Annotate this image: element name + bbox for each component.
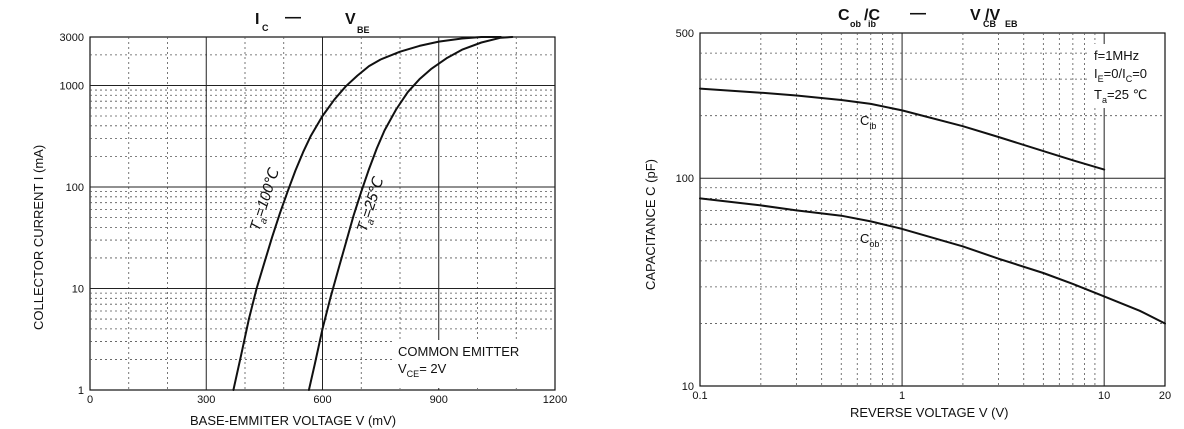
left-x-axis-label: BASE-EMMITER VOLTAGE V (mV) — [190, 413, 396, 428]
l-series-line-1 — [307, 36, 514, 391]
left-title-dash: — — [285, 9, 301, 26]
l-y-tick-label: 3000 — [60, 32, 84, 44]
left-title: I C — V BE — [255, 9, 370, 35]
right-x-ticks: 0.1 1 10 20 — [692, 390, 1171, 402]
r-x-tick-label: 1 — [899, 390, 905, 402]
r-x-tick-label: 20 — [1159, 390, 1171, 402]
right-grid — [700, 33, 1165, 386]
l-x-tick-label: 600 — [313, 394, 331, 406]
right-chart: C ob /C ib — V CB /V EB 0.1 1 10 20 10 100 50… — [643, 5, 1171, 420]
left-annotation-line1: COMMON EMITTER — [398, 344, 519, 359]
right-annotation-temp: Ta=25 ℃ — [1094, 87, 1147, 105]
right-title-c-sub2: ib — [868, 19, 877, 29]
left-y-axis-label: COLLECTOR CURRENT I (mA) — [31, 145, 46, 330]
left-annotation: COMMON EMITTER VCE= 2V — [392, 340, 554, 388]
right-title-c: C — [838, 7, 850, 24]
left-series — [232, 36, 514, 391]
r-x-tick-label: 10 — [1098, 390, 1110, 402]
right-annotation-bias: IE=0/IC=0 — [1094, 66, 1147, 84]
left-annotation-line2: VCE= 2V — [398, 361, 447, 379]
l-x-tick-label: 1200 — [543, 394, 567, 406]
right-title-v: V — [970, 7, 981, 24]
l-series-line-0 — [232, 36, 502, 391]
right-curve-label-cib: Cib — [860, 113, 876, 131]
left-x-ticks: 0 300 600 900 1200 — [87, 394, 567, 406]
right-title: C ob /C ib — V CB /V EB — [838, 5, 1018, 29]
right-annotation-freq: f=1MHz — [1094, 48, 1139, 63]
l-x-tick-label: 300 — [197, 394, 215, 406]
left-title-ic-sub: C — [262, 23, 269, 33]
l-y-tick-label: 100 — [66, 182, 84, 194]
right-title-v-sub2: EB — [1005, 19, 1018, 29]
right-title-c-mid: /C — [864, 7, 880, 24]
left-grid — [90, 37, 555, 390]
r-y-tick-label: 100 — [676, 173, 694, 185]
left-title-ic: I — [255, 11, 259, 28]
right-y-axis-label: CAPACITANCE C (pF) — [643, 159, 658, 290]
l-y-tick-label: 1000 — [60, 80, 84, 92]
left-curve-label-100: Ta=100℃ — [247, 166, 286, 234]
right-title-v-sub: CB — [983, 19, 996, 29]
right-annotation: f=1MHz IE=0/IC=0 Ta=25 ℃ — [1088, 44, 1162, 108]
l-x-tick-label: 0 — [87, 394, 93, 406]
right-series — [699, 87, 1166, 325]
l-x-tick-label: 900 — [430, 394, 448, 406]
right-y-ticks: 10 100 500 — [676, 28, 694, 393]
r-x-tick-label: 0.1 — [692, 390, 707, 402]
right-x-axis-label: REVERSE VOLTAGE V (V) — [850, 405, 1008, 420]
r-series-line-1 — [699, 197, 1166, 325]
left-chart: I C — V BE 0 300 600 900 1200 1 10 100 1000 3000… — [31, 9, 567, 428]
right-curve-label-cob: Cob — [860, 231, 879, 249]
r-y-tick-label: 500 — [676, 28, 694, 40]
left-title-vbe: V — [345, 11, 356, 28]
right-plot-frame — [699, 32, 1166, 387]
right-title-dash: — — [910, 5, 926, 22]
r-y-tick-label: 10 — [682, 381, 694, 393]
r-series-line-0 — [699, 87, 1106, 171]
left-curve-label-25: Ta=25℃ — [354, 175, 391, 236]
left-y-ticks: 1 10 100 1000 3000 — [60, 32, 84, 397]
left-title-vbe-sub: BE — [357, 25, 370, 35]
right-title-c-sub: ob — [850, 19, 861, 29]
right-title-v-mid: /V — [985, 7, 1000, 24]
l-y-tick-label: 10 — [72, 283, 84, 295]
l-y-tick-label: 1 — [78, 385, 84, 397]
